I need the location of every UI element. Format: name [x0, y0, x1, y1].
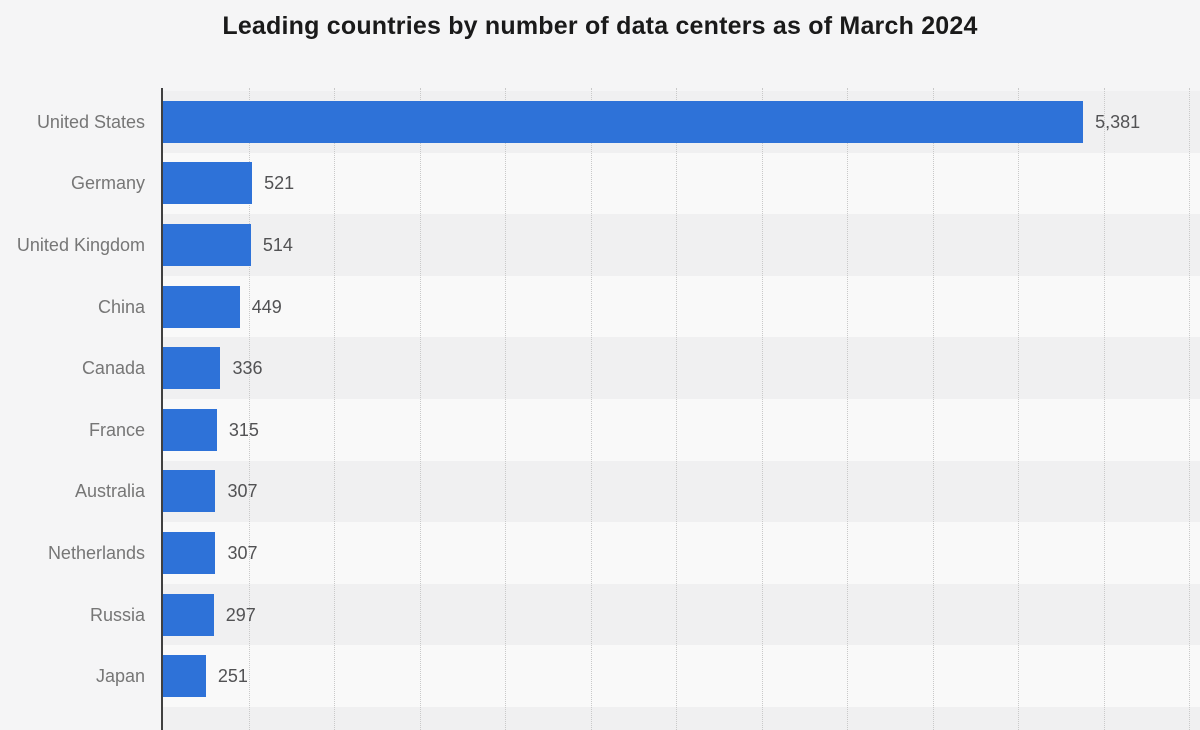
row-band [163, 707, 1200, 730]
value-label: 5,381 [1095, 111, 1141, 132]
category-label: China [97, 296, 145, 317]
category-label: United States [36, 111, 145, 132]
gridline [676, 88, 677, 730]
gridline [590, 88, 592, 730]
value-label: 514 [262, 235, 293, 255]
bar [163, 285, 240, 328]
gridline [761, 88, 763, 730]
gridline [1103, 88, 1105, 730]
y-axis-line [161, 88, 163, 730]
row-band [163, 214, 1200, 276]
row-band [163, 583, 1200, 646]
chart-title: Leading countries by number of data cent… [222, 12, 978, 40]
value-label: 307 [227, 543, 258, 563]
value-label: 297 [225, 604, 256, 625]
gridline [932, 88, 934, 730]
category-label: Netherlands [47, 543, 145, 563]
category-label: France [88, 419, 145, 440]
bar [163, 162, 253, 205]
bar [163, 224, 251, 266]
gridline [334, 88, 335, 730]
bar [163, 347, 221, 390]
row-band [163, 399, 1200, 461]
row-band [163, 522, 1200, 584]
row-band [163, 645, 1200, 707]
category-label: Canada [81, 358, 145, 379]
bar [163, 532, 216, 574]
row-band [163, 152, 1200, 215]
gridline [248, 88, 250, 730]
gridline [419, 88, 421, 730]
category-label: Japan [95, 666, 145, 687]
gridline [1189, 88, 1190, 730]
bar [163, 593, 214, 636]
gridline [505, 88, 506, 730]
category-label: Russia [89, 604, 145, 625]
bar [163, 655, 206, 698]
bar [163, 408, 217, 451]
value-label: 449 [251, 296, 282, 317]
value-label: 315 [228, 419, 259, 440]
category-label: United Kingdom [16, 235, 145, 255]
row-band [163, 337, 1200, 399]
bar [163, 470, 216, 513]
value-label: 307 [227, 481, 258, 502]
gridline [1018, 88, 1019, 730]
value-label: 521 [264, 173, 295, 194]
category-label: Germany [70, 173, 145, 194]
row-band [163, 275, 1200, 338]
gridline [847, 88, 848, 730]
value-label: 336 [232, 358, 263, 379]
row-band [163, 460, 1200, 523]
value-label: 251 [217, 666, 248, 687]
category-label: Australia [74, 481, 145, 502]
bar [163, 100, 1084, 143]
